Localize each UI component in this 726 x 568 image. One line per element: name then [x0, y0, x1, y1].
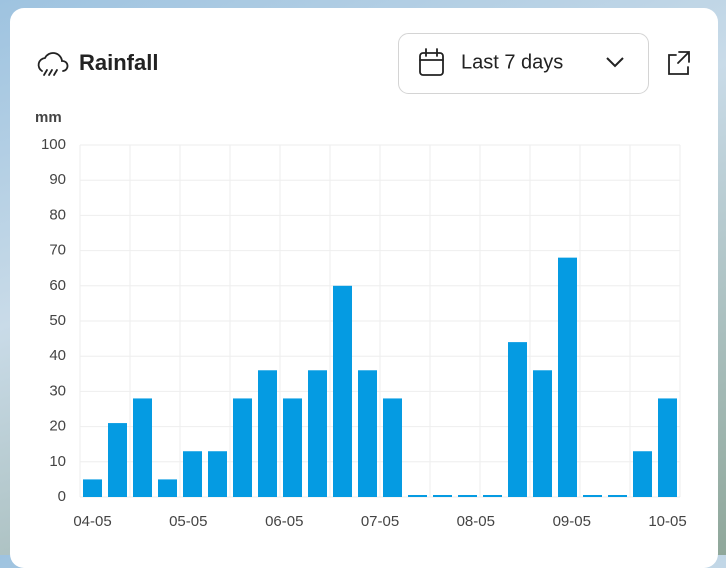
- bar: [308, 370, 327, 497]
- title: Rainfall: [79, 50, 158, 75]
- bar: [433, 495, 452, 497]
- rain-icon: [39, 53, 68, 75]
- bar: [83, 479, 102, 497]
- y-tick-label: 90: [49, 171, 66, 188]
- y-tick-label: 0: [58, 488, 66, 505]
- x-tick-label: 09-05: [553, 513, 591, 530]
- bar: [258, 370, 277, 497]
- y-tick-label: 20: [49, 418, 66, 435]
- y-tick-label: 30: [49, 382, 66, 399]
- y-tick-label: 100: [41, 136, 66, 153]
- x-tick-label: 06-05: [265, 513, 303, 530]
- bar: [583, 495, 602, 497]
- y-tick-label: 70: [49, 242, 66, 259]
- chart: Rainfall Last 7 days mm 0 10 20 30 40 50 60 70 8…: [0, 0, 726, 555]
- bar: [458, 495, 477, 497]
- y-axis-unit: mm: [35, 109, 62, 126]
- bar: [108, 423, 127, 497]
- range-label: Last 7 days: [461, 51, 563, 73]
- x-tick-label: 04-05: [73, 513, 111, 530]
- page: {"header": {"title": "Rainfall", "range"…: [0, 0, 726, 555]
- bar: [208, 451, 227, 497]
- bar: [283, 398, 302, 497]
- bar: [183, 451, 202, 497]
- bar: [158, 479, 177, 497]
- y-tick-label: 50: [49, 312, 66, 329]
- bar: [633, 451, 652, 497]
- bar: [383, 398, 402, 497]
- bar: [133, 398, 152, 497]
- x-tick-label: 10-05: [648, 513, 686, 530]
- external-link[interactable]: [669, 52, 689, 74]
- bar: [508, 342, 527, 497]
- bar: [333, 286, 352, 497]
- bar: [533, 370, 552, 497]
- bar: [658, 398, 677, 497]
- bar: [358, 370, 377, 497]
- bar: [233, 398, 252, 497]
- x-tick-label: 05-05: [169, 513, 207, 530]
- bar: [558, 258, 577, 497]
- x-tick-label: 07-05: [361, 513, 399, 530]
- y-tick-label: 40: [49, 347, 66, 364]
- x-tick-label: 08-05: [457, 513, 495, 530]
- y-tick-label: 60: [49, 277, 66, 294]
- y-tick-label: 10: [49, 453, 66, 470]
- bar: [608, 495, 627, 497]
- y-tick-label: 80: [49, 206, 66, 223]
- bar: [483, 495, 502, 497]
- bar: [408, 495, 427, 497]
